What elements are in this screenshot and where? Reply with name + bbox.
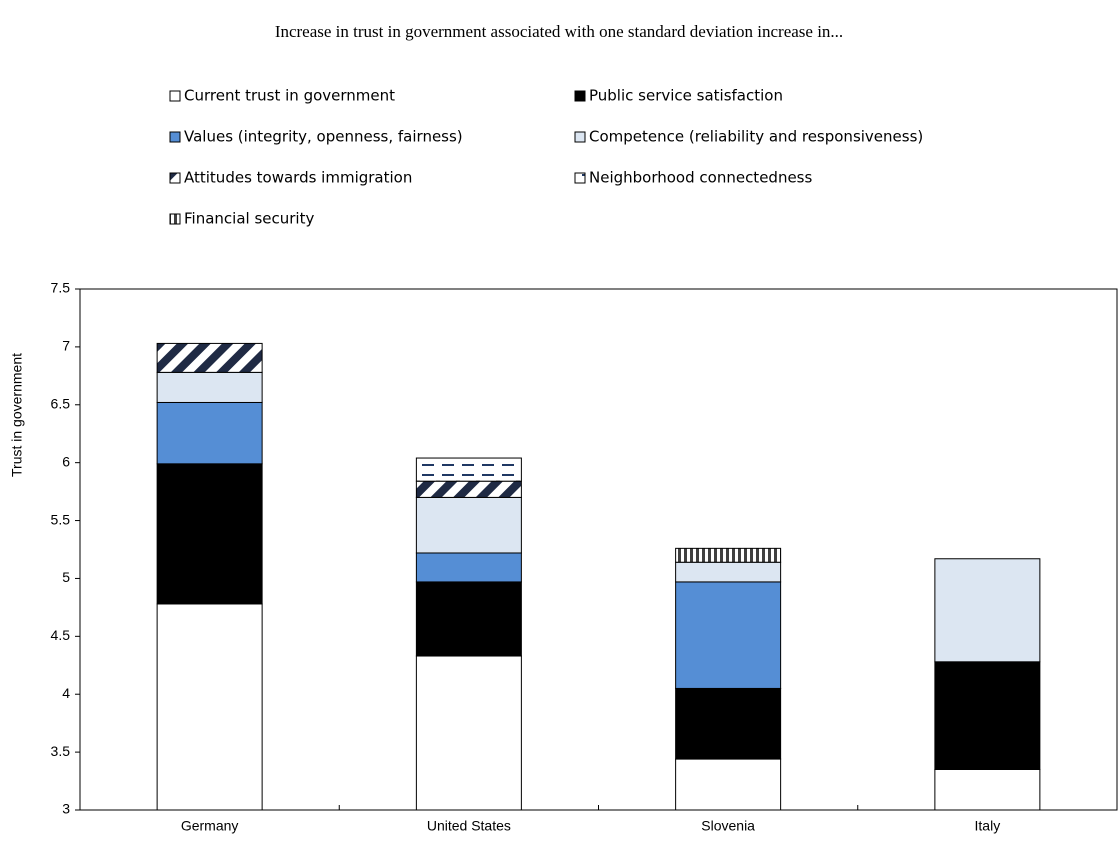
bar-segment (675, 561, 782, 583)
y-tick-label: 3 (62, 801, 70, 817)
legend-label: Competence (reliability and responsivene… (589, 128, 923, 146)
legend-label: Financial security (184, 210, 314, 228)
x-tick-label: Germany (181, 818, 239, 834)
bar-segment (675, 687, 782, 760)
x-tick-label: Slovenia (701, 818, 755, 834)
legend-label: Current trust in government (184, 87, 395, 105)
bar-segment (156, 463, 263, 605)
bar-segment (415, 480, 522, 498)
bar-segment (675, 547, 782, 563)
y-tick-label: 3.5 (51, 743, 71, 759)
bar-segment (156, 603, 263, 811)
legend-swatch (574, 90, 586, 102)
legend-swatch (169, 90, 181, 102)
legend-swatch (574, 172, 586, 184)
x-tick-label: United States (427, 818, 511, 834)
y-tick-label: 5 (62, 569, 70, 585)
y-axis-label: Trust in government (9, 353, 25, 477)
legend-swatch (169, 213, 181, 225)
bar-segment (934, 558, 1041, 663)
y-tick-label: 6.5 (51, 395, 71, 411)
y-tick-label: 4 (62, 685, 70, 701)
y-tick-label: 7.5 (51, 280, 71, 296)
bar-segment (415, 552, 522, 583)
x-tick-label: Italy (975, 818, 1001, 834)
y-tick-label: 5.5 (51, 511, 71, 527)
legend-swatch (574, 131, 586, 143)
legend-label: Attitudes towards immigration (184, 169, 412, 187)
bar-segment (156, 401, 263, 465)
bar-segment (415, 655, 522, 811)
bar-segment (415, 581, 522, 657)
bar-segment (675, 581, 782, 689)
bar-segment (934, 661, 1041, 770)
y-tick-label: 4.5 (51, 627, 71, 643)
chart-title: Increase in trust in government associat… (275, 22, 843, 41)
legend-label: Values (integrity, openness, fairness) (184, 128, 463, 146)
legend-label: Public service satisfaction (589, 87, 783, 105)
bar-segment (934, 768, 1041, 811)
y-tick-label: 6 (62, 453, 70, 469)
y-tick-label: 7 (62, 338, 70, 354)
legend-label: Neighborhood connectedness (589, 169, 812, 187)
bar-segment (156, 342, 263, 373)
bar-segment (156, 371, 263, 403)
bar-segment (675, 758, 782, 811)
legend-swatch (169, 172, 181, 184)
bar-segment (415, 457, 522, 482)
bar-segment (415, 496, 522, 554)
legend-swatch (169, 131, 181, 143)
